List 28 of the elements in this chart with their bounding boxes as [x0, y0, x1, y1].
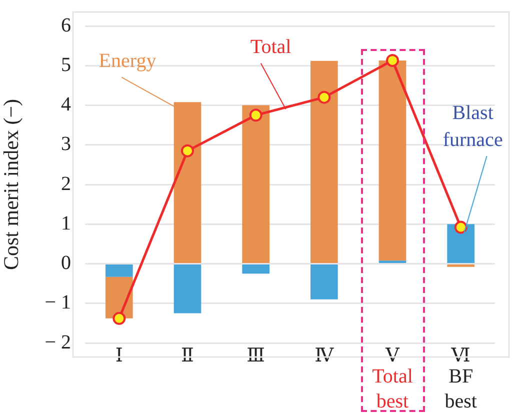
- point: [318, 90, 331, 104]
- bar: [174, 264, 202, 314]
- y-tick-label: 1: [61, 212, 71, 234]
- y-tick-label: 5: [61, 54, 71, 76]
- y-axis-title: Cost merit index (−): [0, 98, 24, 270]
- series-label: Energy: [98, 50, 156, 72]
- bar: [378, 60, 406, 261]
- point: [112, 312, 126, 325]
- y-tick-label: 2: [61, 172, 71, 195]
- y-tick-label: 4: [61, 94, 71, 116]
- bar: [310, 264, 338, 300]
- text: Total: [250, 36, 292, 58]
- point: [249, 108, 262, 122]
- bar: [106, 264, 133, 277]
- y-tick-label: − 2: [44, 331, 71, 354]
- bar: [310, 60, 338, 263]
- y-tick-label: 6: [61, 14, 71, 36]
- point: [181, 144, 194, 158]
- y-tick-label: 3: [61, 133, 71, 156]
- text: BF best: [444, 365, 478, 412]
- text: Blast furnace: [442, 102, 503, 151]
- point: [454, 220, 468, 234]
- y-tick-label: − 1: [44, 292, 71, 314]
- text: Total best: [372, 365, 414, 412]
- bar: [242, 105, 270, 263]
- point: [386, 54, 399, 67]
- y-tick-label: 0: [61, 252, 71, 274]
- bar: [242, 264, 270, 274]
